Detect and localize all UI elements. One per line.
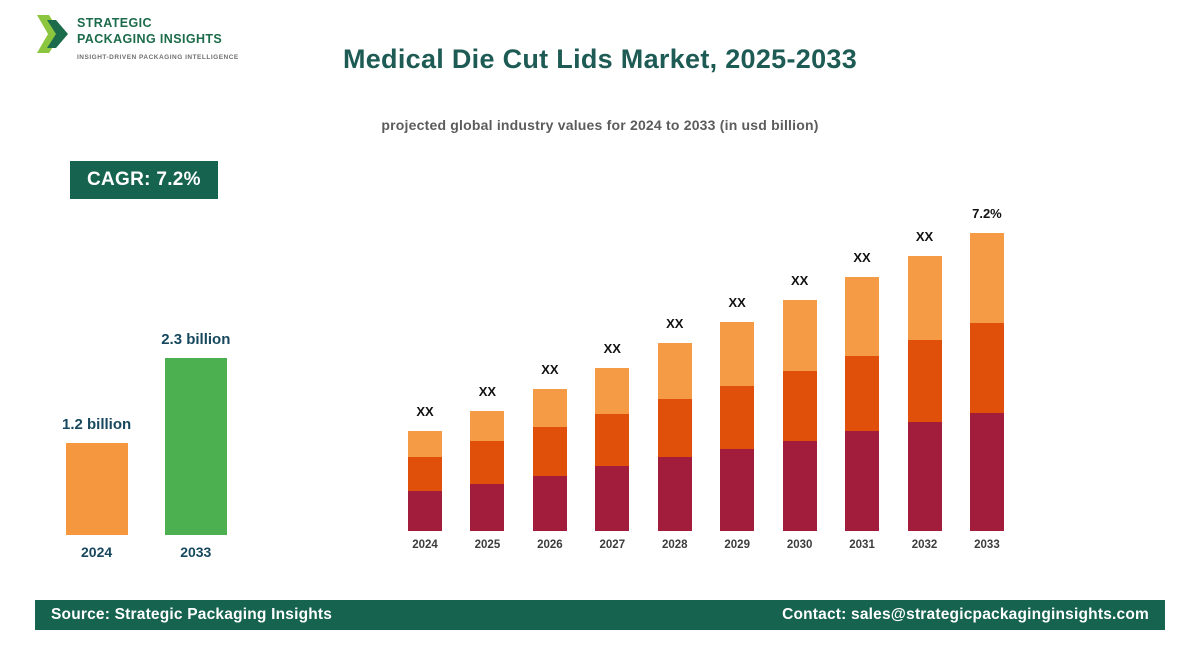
stacked-bars: XX 2024 XX 2025 XX 2026 XX 2027 XX 2028 XX 2029 XX 20…	[408, 206, 1004, 551]
stacked-bar-column: XX 2027	[595, 341, 630, 551]
segment-middle-segment	[470, 441, 505, 484]
stacked-bar	[470, 411, 505, 531]
bar-value-label: 2.3 billion	[161, 331, 231, 348]
stacked-bar-column: XX 2024	[408, 404, 442, 551]
axis-year-label: 2032	[911, 539, 938, 551]
bar-value-label: 7.2%	[972, 206, 1002, 221]
stacked-bar	[408, 431, 442, 531]
bar-value-label: XX	[416, 404, 434, 419]
stacked-bar-column: XX 2026	[532, 362, 567, 551]
stacked-bar	[969, 233, 1004, 531]
logo-text: STRATEGIC PACKAGING INSIGHTS INSIGHT-DRI…	[77, 12, 239, 61]
axis-year-label: 2030	[786, 539, 813, 551]
bar-value-label: XX	[853, 250, 871, 265]
stacked-bar	[782, 300, 817, 531]
bar-value-label: XX	[915, 229, 934, 244]
stacked-bar-column: XX 2029	[720, 295, 755, 551]
stacked-bar-column: 7.2% 2033	[969, 206, 1004, 551]
segment-middle-segment	[720, 386, 755, 449]
stacked-bar	[907, 256, 942, 531]
stacked-bar-column: XX 2030	[782, 273, 817, 551]
stacked-bar	[845, 277, 880, 531]
segment-top-segment	[845, 277, 880, 356]
segment-middle-segment	[657, 399, 692, 457]
segment-bottom-segment	[969, 413, 1004, 531]
segment-middle-segment	[907, 340, 942, 422]
stacked-bar-column: XX 2032	[907, 229, 942, 551]
brand-logo: STRATEGIC PACKAGING INSIGHTS INSIGHT-DRI…	[35, 12, 239, 61]
segment-bottom-segment	[720, 449, 755, 531]
stacked-bar	[595, 368, 630, 531]
bar-value-label: XX	[728, 295, 746, 310]
stacked-bar-column: XX 2028	[657, 316, 692, 551]
segment-top-segment	[657, 343, 692, 399]
logo-chevron-icon	[35, 12, 69, 61]
axis-year-label: 2033	[974, 539, 1000, 551]
bar-value-label: XX	[666, 316, 684, 331]
segment-middle-segment	[408, 457, 442, 491]
axis-year-label: 2027	[599, 539, 626, 551]
comparison-chart: 1.2 billion 2024 2.3 billion 2033	[62, 331, 230, 560]
segment-top-segment	[720, 322, 755, 386]
stacked-bar-chart: XX 2024 XX 2025 XX 2026 XX 2027 XX 2028 XX 2029 XX 20…	[408, 206, 1004, 551]
bar-value-label: XX	[478, 384, 497, 399]
cagr-badge: CAGR: 7.2%	[70, 161, 218, 199]
segment-middle-segment	[845, 356, 880, 431]
segment-bottom-segment	[408, 491, 442, 531]
comparison-bar-column: 1.2 billion 2024	[62, 416, 131, 560]
logo-name-line1: STRATEGIC	[77, 16, 152, 30]
footer-source: Source: Strategic Packaging Insights	[51, 606, 333, 623]
segment-top-segment	[907, 256, 942, 340]
stacked-bar-column: XX 2031	[845, 250, 880, 551]
stacked-bar	[657, 343, 692, 531]
segment-bottom-segment	[845, 431, 880, 531]
segment-top-segment	[782, 300, 817, 371]
segment-top-segment	[595, 368, 630, 414]
segment-bottom-segment	[657, 457, 692, 531]
logo-tagline: INSIGHT-DRIVEN PACKAGING INTELLIGENCE	[77, 53, 239, 61]
segment-bottom-segment	[782, 441, 817, 531]
bar-value-label: 1.2 billion	[62, 416, 132, 433]
footer-bar: Source: Strategic Packaging Insights Con…	[35, 600, 1165, 630]
axis-year-label: 2026	[537, 539, 563, 551]
axis-year-label: 2025	[474, 539, 501, 551]
segment-bottom-segment	[907, 422, 942, 531]
segment-middle-segment	[532, 427, 567, 476]
comparison-bar	[65, 443, 128, 535]
segment-middle-segment	[595, 414, 630, 466]
stacked-bar	[532, 389, 567, 531]
axis-year-label: 2033	[180, 544, 212, 560]
segment-bottom-segment	[595, 466, 630, 531]
segment-top-segment	[470, 411, 505, 441]
axis-year-label: 2024	[412, 539, 438, 551]
segment-middle-segment	[969, 323, 1004, 413]
segment-middle-segment	[782, 371, 817, 441]
stacked-bar	[720, 322, 755, 531]
segment-bottom-segment	[532, 476, 567, 531]
footer-contact: Contact: sales@strategicpackaginginsight…	[782, 606, 1149, 623]
segment-top-segment	[532, 389, 567, 427]
comparison-bar-column: 2.3 billion 2033	[161, 331, 230, 560]
page-subtitle: projected global industry values for 202…	[381, 117, 819, 133]
axis-year-label: 2028	[661, 539, 688, 551]
axis-year-label: 2024	[81, 544, 113, 560]
logo-name-line2: PACKAGING INSIGHTS	[77, 32, 223, 47]
bar-value-label: XX	[603, 341, 621, 356]
stacked-bar-column: XX 2025	[470, 384, 505, 551]
page-title: Medical Die Cut Lids Market, 2025-2033	[342, 44, 858, 74]
comparison-bar	[164, 358, 227, 535]
segment-top-segment	[969, 233, 1004, 323]
axis-year-label: 2031	[849, 539, 875, 551]
segment-top-segment	[408, 431, 442, 457]
bar-value-label: XX	[790, 273, 809, 288]
segment-bottom-segment	[470, 484, 505, 531]
comparison-bars: 1.2 billion 2024 2.3 billion 2033	[62, 331, 230, 560]
bar-value-label: XX	[541, 362, 559, 377]
axis-year-label: 2029	[724, 539, 750, 551]
